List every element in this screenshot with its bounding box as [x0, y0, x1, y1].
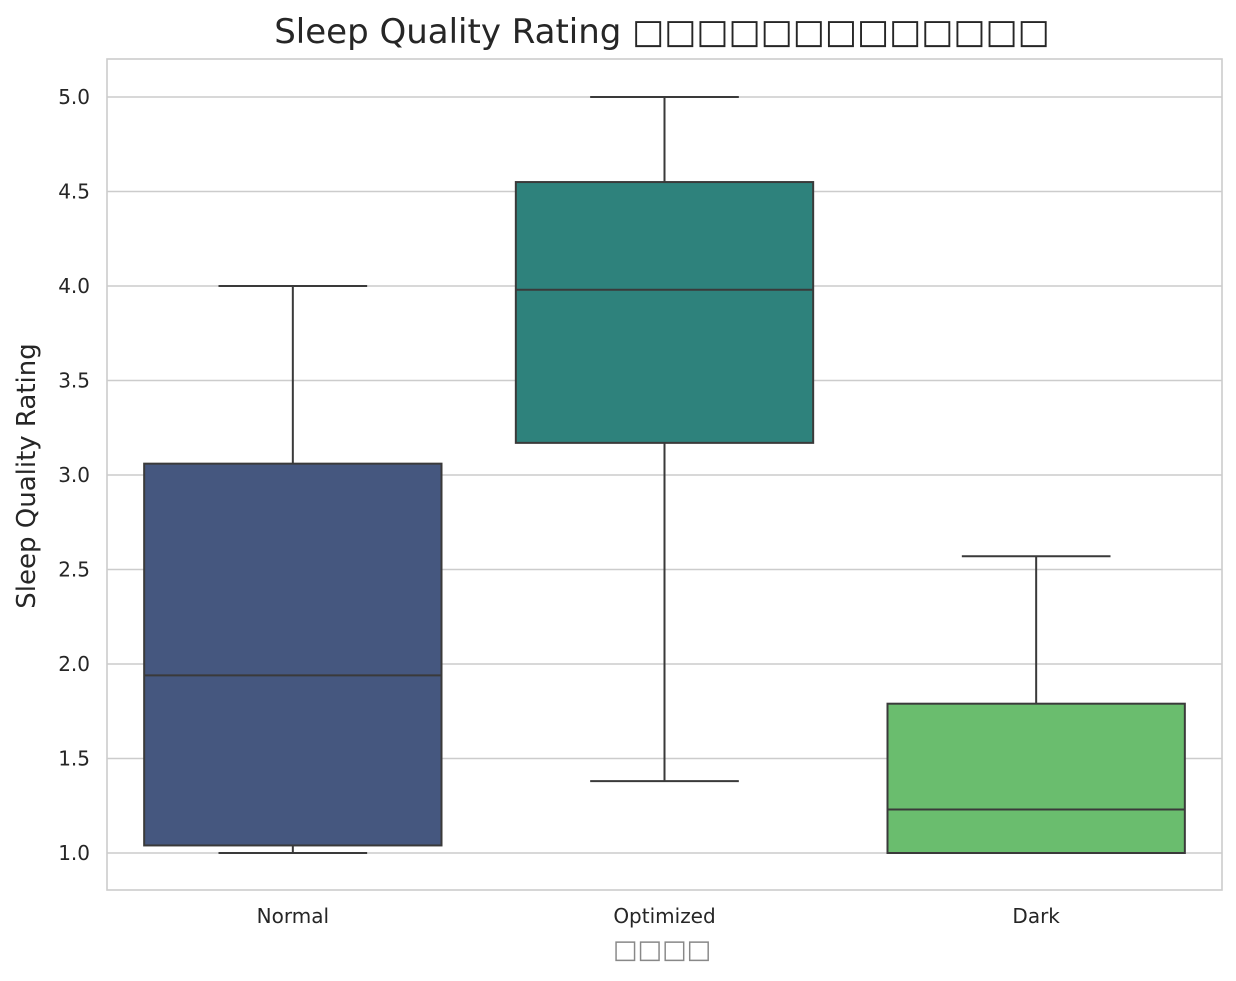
chart-title: Sleep Quality Rating □□□□□□□□□□□□□ — [274, 12, 1050, 52]
x-tick-label: Dark — [1012, 904, 1060, 928]
plot-frame — [106, 58, 1223, 891]
x-axis-label: □□□□ — [613, 935, 711, 965]
y-tick-label: 1.0 — [58, 841, 90, 865]
y-tick-label: 5.0 — [58, 85, 90, 109]
y-tick-label: 2.5 — [58, 558, 90, 582]
y-tick-label: 3.5 — [58, 369, 90, 393]
x-tick-label: Normal — [257, 904, 329, 928]
x-tick-labels: Normal Optimized Dark — [257, 904, 1061, 928]
box-dark — [886, 555, 1186, 854]
iqr-box — [143, 462, 443, 847]
box-normal — [143, 285, 443, 854]
y-tick-label: 2.0 — [58, 652, 90, 676]
box-optimized — [514, 96, 815, 783]
y-tick-label: 4.5 — [58, 180, 90, 204]
iqr-box — [514, 181, 815, 444]
y-tick-label: 3.0 — [58, 463, 90, 487]
box-series — [143, 96, 1186, 854]
y-tick-label: 4.0 — [58, 274, 90, 298]
iqr-box — [886, 702, 1186, 854]
y-tick-labels: 1.0 1.5 2.0 2.5 3.0 3.5 4.0 4.5 5.0 — [58, 85, 90, 865]
y-axis-label: Sleep Quality Rating — [12, 343, 42, 608]
x-tick-label: Optimized — [613, 904, 715, 928]
y-tick-label: 1.5 — [58, 747, 90, 771]
